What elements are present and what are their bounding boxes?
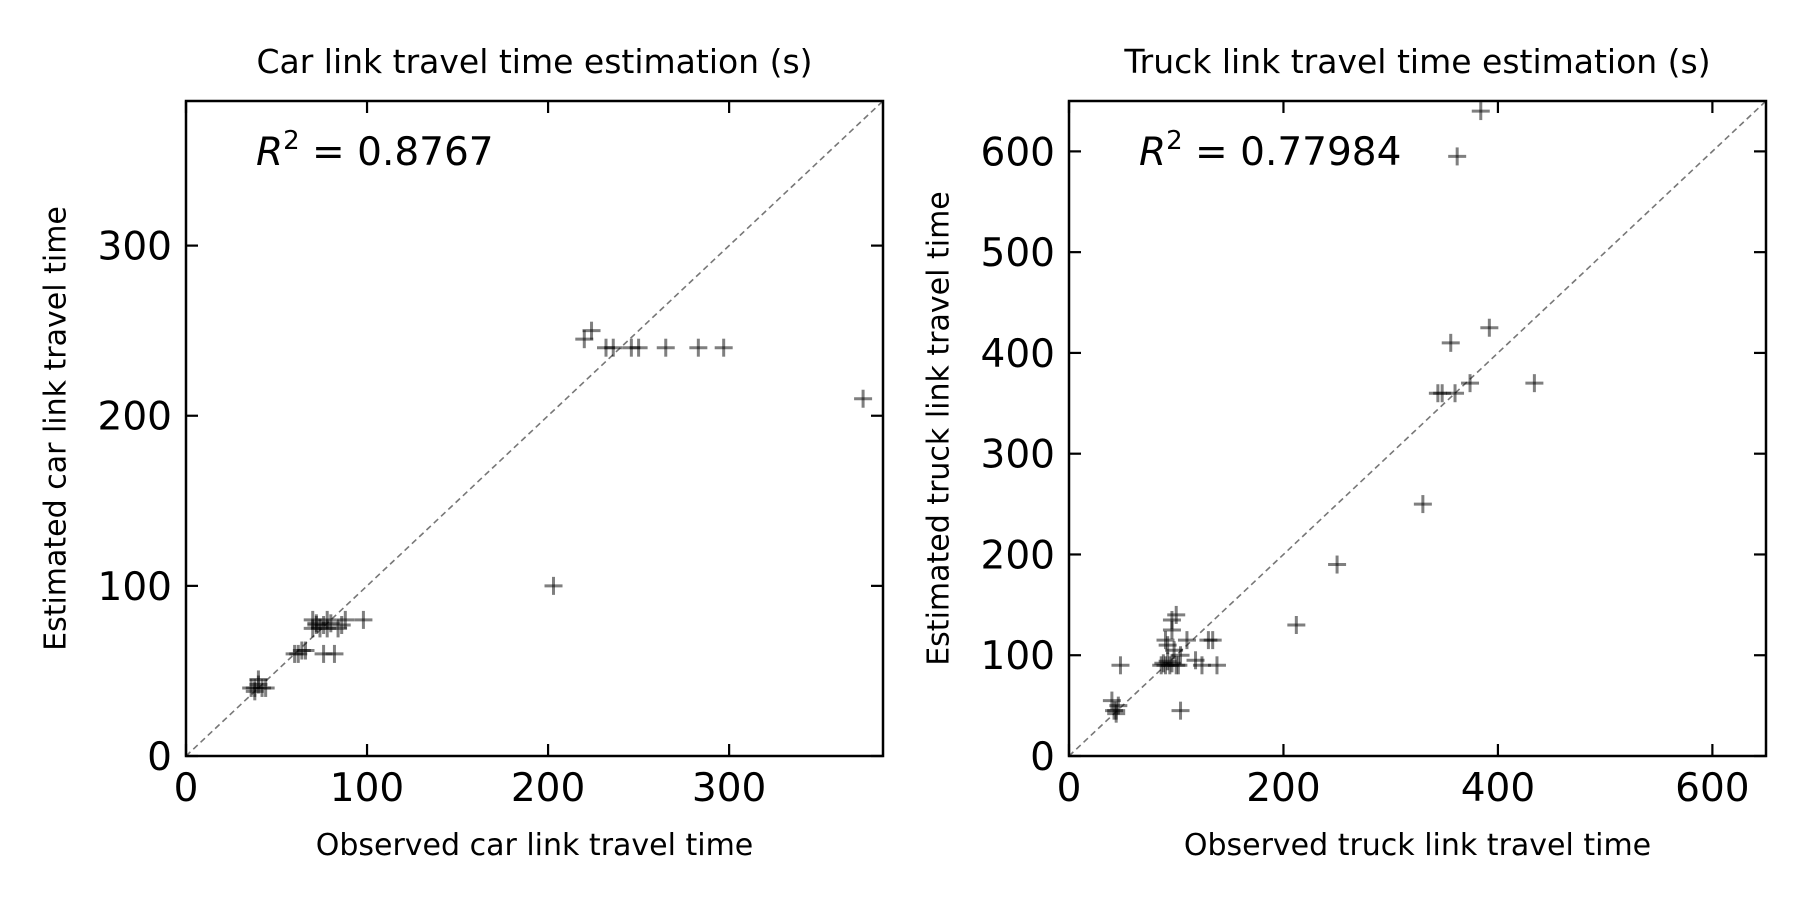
car-data-point — [325, 644, 344, 663]
car-x-tick-label-300: 300 — [692, 766, 766, 811]
car-y-axis-label: Estimated car link travel time — [39, 206, 74, 651]
car-identity-line — [185, 100, 884, 757]
truck-x-tick-label-200: 200 — [1246, 766, 1320, 811]
car-data-point — [582, 321, 601, 340]
truck-plot-frame — [1067, 99, 1768, 758]
car-data-point — [854, 389, 873, 408]
car-data-point — [604, 338, 623, 357]
car-data-point — [714, 338, 733, 357]
truck-data-point — [1203, 631, 1222, 650]
car-data-point — [336, 610, 355, 629]
car-data-point — [689, 338, 708, 357]
truck-data-point — [1154, 654, 1173, 673]
car-r2-symbol: R — [256, 130, 283, 175]
car-data-point — [629, 338, 648, 357]
car-data-point — [318, 610, 337, 629]
truck-scatter-panel: Truck link travel time estimation (s) 0 2… — [922, 42, 1768, 863]
car-r2-superscript: 2 — [283, 126, 300, 156]
car-chart-title: Car link travel time estimation (s) — [256, 42, 812, 81]
car-y-tick-label-0: 0 — [147, 735, 172, 780]
truck-data-point — [1461, 374, 1480, 393]
truck-r2-value: = 0.77984 — [1183, 130, 1402, 175]
truck-r2-superscript: 2 — [1166, 126, 1183, 156]
truck-y-axis-label: Estimated truck link travel time — [922, 191, 957, 666]
car-x-tick-label-0: 0 — [174, 766, 199, 811]
truck-x-tick-label-0: 0 — [1057, 766, 1082, 811]
truck-data-point — [1480, 318, 1499, 337]
truck-data-point — [1287, 616, 1306, 634]
car-data-point — [296, 641, 315, 660]
car-axis-ticks — [184, 101, 883, 758]
car-plot-frame — [184, 99, 885, 758]
truck-data-point — [1192, 656, 1211, 675]
truck-data-point — [1102, 691, 1121, 710]
truck-data-point — [1171, 646, 1190, 665]
car-y-tick-label-300: 300 — [98, 225, 172, 270]
truck-x-tick-label-400: 400 — [1461, 766, 1535, 811]
truck-data-point — [1525, 374, 1544, 393]
truck-data-point — [1169, 656, 1188, 675]
truck-y-tick-label-0: 0 — [1030, 735, 1055, 780]
car-data-point — [249, 670, 268, 689]
truck-x-axis-label: Observed truck link travel time — [1184, 828, 1651, 863]
truck-data-point — [1471, 102, 1490, 121]
truck-y-tick-label-300: 300 — [981, 433, 1055, 478]
truck-data-point — [1413, 495, 1432, 514]
truck-tick-labels: 0 200 400 600 0 100 200 300 400 500 600 — [981, 130, 1750, 811]
truck-data-point — [1441, 333, 1460, 352]
truck-data-point — [1111, 656, 1130, 675]
car-x-tick-label-100: 100 — [330, 766, 404, 811]
truck-data-point — [1448, 147, 1467, 166]
truck-data-point — [1107, 704, 1126, 723]
car-data-point — [354, 610, 373, 629]
car-data-point — [245, 682, 264, 701]
truck-y-tick-label-200: 200 — [981, 533, 1055, 578]
truck-r2-symbol: R — [1139, 130, 1166, 175]
truck-data-point — [1207, 656, 1226, 675]
car-r2-value: = 0.8767 — [300, 130, 494, 175]
car-data-point — [544, 576, 563, 595]
truck-data-point — [1171, 701, 1190, 720]
truck-data-point — [1446, 384, 1465, 403]
car-tick-labels: 0 100 200 300 0 100 200 300 — [98, 225, 767, 811]
truck-y-tick-label-600: 600 — [981, 130, 1055, 175]
truck-data-point — [1158, 652, 1177, 671]
truck-r2-annotation: R2 = 0.77984 — [1139, 126, 1401, 175]
truck-data-point — [1328, 555, 1347, 574]
truck-data-point — [1162, 610, 1181, 629]
car-x-tick-label-200: 200 — [511, 766, 585, 811]
car-r2-annotation: R2 = 0.8767 — [256, 126, 494, 175]
truck-data-points — [1102, 102, 1544, 723]
car-y-tick-label-200: 200 — [98, 395, 172, 440]
car-y-tick-label-100: 100 — [98, 565, 172, 610]
truck-y-tick-label-500: 500 — [981, 231, 1055, 276]
truck-y-tick-label-400: 400 — [981, 332, 1055, 377]
car-x-axis-label: Observed car link travel time — [316, 828, 754, 863]
truck-data-point — [1177, 631, 1196, 650]
truck-chart-title: Truck link travel time estimation (s) — [1123, 42, 1710, 81]
car-scatter-panel: Car link travel time estimation (s) 0 100… — [39, 42, 885, 863]
truck-y-tick-label-100: 100 — [981, 634, 1055, 679]
car-data-point — [656, 338, 675, 357]
truck-x-tick-label-600: 600 — [1675, 766, 1749, 811]
car-data-points — [242, 321, 873, 701]
